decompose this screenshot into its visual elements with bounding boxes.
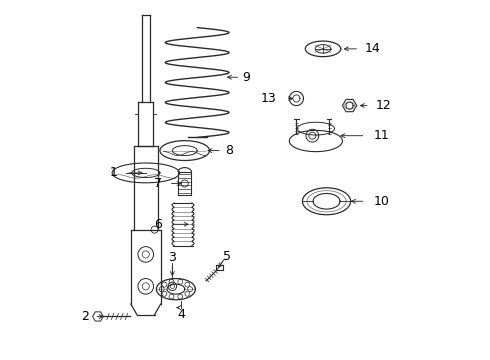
Text: 5: 5	[223, 250, 231, 263]
Text: 11: 11	[373, 129, 389, 142]
Text: 13: 13	[261, 92, 277, 105]
Text: 9: 9	[242, 71, 250, 84]
Text: 14: 14	[365, 42, 381, 55]
Text: 12: 12	[375, 99, 391, 112]
Text: 4: 4	[177, 308, 185, 321]
Text: 2: 2	[81, 310, 89, 323]
Text: 6: 6	[154, 218, 162, 231]
Text: 10: 10	[373, 195, 389, 208]
Text: 3: 3	[169, 252, 176, 265]
Text: 8: 8	[225, 144, 233, 157]
Text: 1: 1	[110, 166, 118, 179]
Text: 7: 7	[154, 177, 162, 190]
